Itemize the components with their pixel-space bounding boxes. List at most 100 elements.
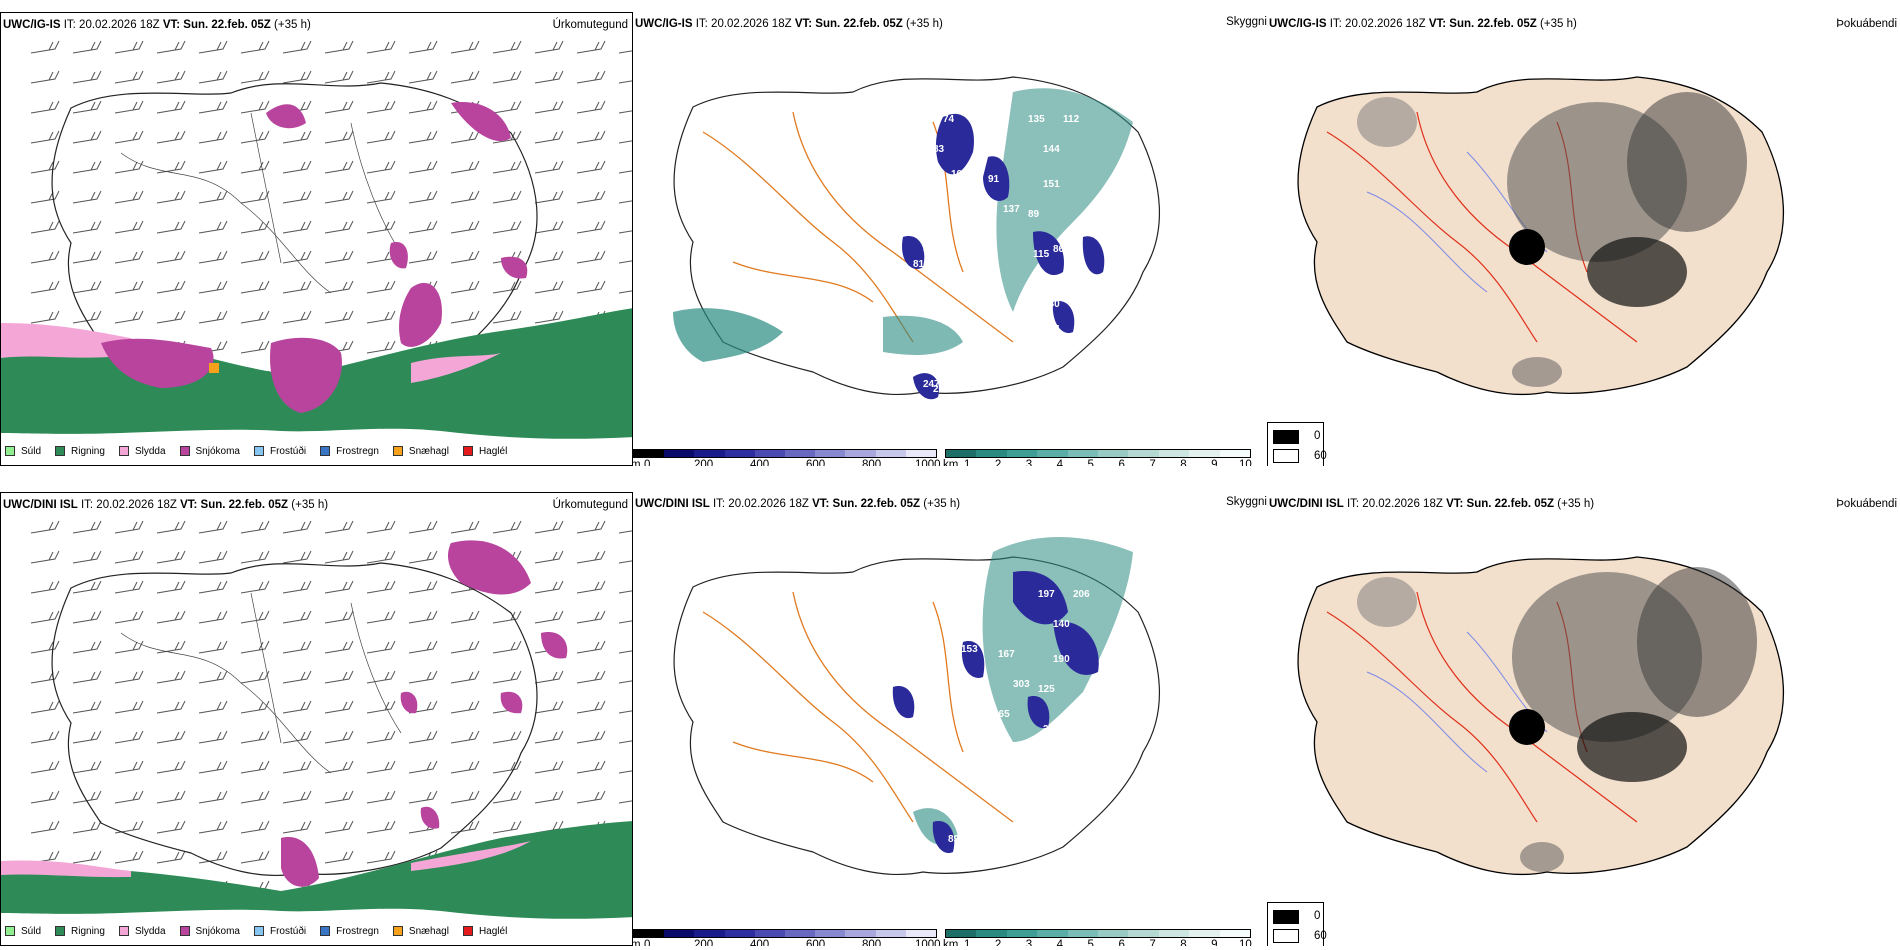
wind-barb — [30, 550, 60, 564]
visibility-value: 197 — [1038, 589, 1055, 600]
visibility-panel-bottom: UWC/DINI ISL IT: 20.02.2026 18Z VT: Sun.… — [633, 492, 1267, 946]
wind-barb — [618, 680, 632, 684]
legend-swatch — [118, 926, 129, 936]
wind-barb — [156, 760, 186, 774]
visibility-value: 81 — [1053, 799, 1065, 810]
colorbar-tick: 4 — [1056, 939, 1064, 946]
visibility-value: 19 — [1083, 744, 1095, 755]
wind-barb — [618, 770, 632, 774]
precip-panel-top: UWC/IG-IS IT: 20.02.2026 18Z VT: Sun. 22… — [0, 12, 633, 466]
wind-barb — [618, 710, 632, 714]
colorbar-tick: 7 — [1149, 459, 1156, 466]
iceland-outline — [51, 562, 538, 876]
wind-barb — [156, 700, 186, 714]
visibility-value: 206 — [1073, 589, 1090, 600]
wind-barb — [618, 800, 632, 804]
cloud-legend-black — [1273, 430, 1299, 444]
colorbar-tick: 2 — [994, 939, 1002, 946]
wind-barb — [240, 340, 270, 354]
wind-barb — [618, 230, 632, 234]
wind-barb — [198, 280, 228, 294]
wind-barb — [282, 610, 312, 624]
wind-barb — [240, 820, 270, 834]
wind-barb — [114, 250, 144, 264]
wind-barb — [576, 280, 606, 294]
visibility-value: 71 — [923, 734, 935, 745]
cloud-legend-white — [1273, 929, 1299, 943]
fog-map — [1297, 556, 1785, 876]
legend-item: Frostregn — [320, 446, 379, 457]
colorbar-tick: 200 — [694, 459, 714, 466]
wind-barb — [114, 190, 144, 204]
colorbar-unit: m — [633, 459, 641, 466]
wind-barb — [618, 50, 632, 54]
wind-barb — [408, 670, 438, 684]
wind-barb — [72, 610, 102, 624]
colorbar-boxes — [945, 449, 1251, 458]
wind-barb — [534, 280, 564, 294]
wind-barb — [618, 260, 632, 264]
wind-barb — [114, 310, 144, 324]
wind-barb — [240, 640, 270, 654]
wind-barb — [534, 790, 564, 804]
wind-barb — [408, 130, 438, 144]
wind-barb — [450, 790, 480, 804]
wind-barb — [450, 70, 480, 84]
wind-barb — [618, 290, 632, 294]
wind-barb — [366, 340, 396, 354]
wind-barb — [618, 740, 632, 744]
wind-barb — [72, 310, 102, 324]
legend-label: Rigning — [71, 925, 105, 937]
legend-item: Frostúði — [253, 926, 306, 937]
wind-barb — [198, 40, 228, 54]
wind-barb — [240, 40, 270, 54]
legend-swatch — [55, 446, 66, 456]
wind-barb — [492, 160, 522, 174]
wind-barb — [198, 550, 228, 564]
wind-barb — [198, 160, 228, 174]
wind-barb — [198, 850, 228, 864]
colorbar-tick: 200 — [694, 939, 714, 946]
wind-barb — [72, 250, 102, 264]
colorbar-tick: 10 — [1239, 939, 1252, 946]
wind-barb — [30, 700, 60, 714]
colorbar-boxes — [633, 929, 937, 938]
panel-title: UWC/IG-IS IT: 20.02.2026 18Z VT: Sun. 22… — [3, 19, 311, 31]
wind-barb — [240, 580, 270, 594]
wind-barb — [114, 100, 144, 114]
wind-barb — [114, 610, 144, 624]
wind-barb — [198, 310, 228, 324]
wind-barb — [156, 220, 186, 234]
wind-barb — [618, 110, 632, 114]
visibility-value: 153 — [933, 854, 950, 865]
wind-barb — [534, 670, 564, 684]
panel-title: UWC/IG-IS IT: 20.02.2026 18Z VT: Sun. 22… — [1269, 18, 1577, 30]
wind-barb — [492, 220, 522, 234]
wind-barb — [72, 100, 102, 114]
wind-barb — [72, 850, 102, 864]
colorbar-unit: m — [633, 939, 641, 946]
wind-barb — [408, 520, 438, 534]
wind-barb — [576, 70, 606, 84]
wind-barb — [282, 160, 312, 174]
colorbar-tick: 600 — [806, 459, 826, 466]
legend-swatch — [253, 446, 264, 456]
wind-barb — [30, 610, 60, 624]
wind-barb — [618, 560, 632, 564]
precip-map — [1, 40, 632, 439]
panel-type-label: Þokuábendi — [1836, 18, 1897, 30]
legend-label: Haglél — [478, 445, 508, 457]
wind-barb — [366, 550, 396, 564]
wind-barb — [408, 40, 438, 54]
wind-barb — [282, 250, 312, 264]
wind-barb — [240, 790, 270, 804]
wind-barb — [282, 220, 312, 234]
wind-barb — [450, 280, 480, 294]
wind-barb — [282, 700, 312, 714]
colorbar-tick: 8 — [1180, 459, 1187, 466]
wind-barb — [114, 760, 144, 774]
wind-barb — [240, 130, 270, 144]
colorbar-tick: 600 — [806, 939, 826, 946]
wind-barb — [408, 760, 438, 774]
wind-barb — [408, 700, 438, 714]
